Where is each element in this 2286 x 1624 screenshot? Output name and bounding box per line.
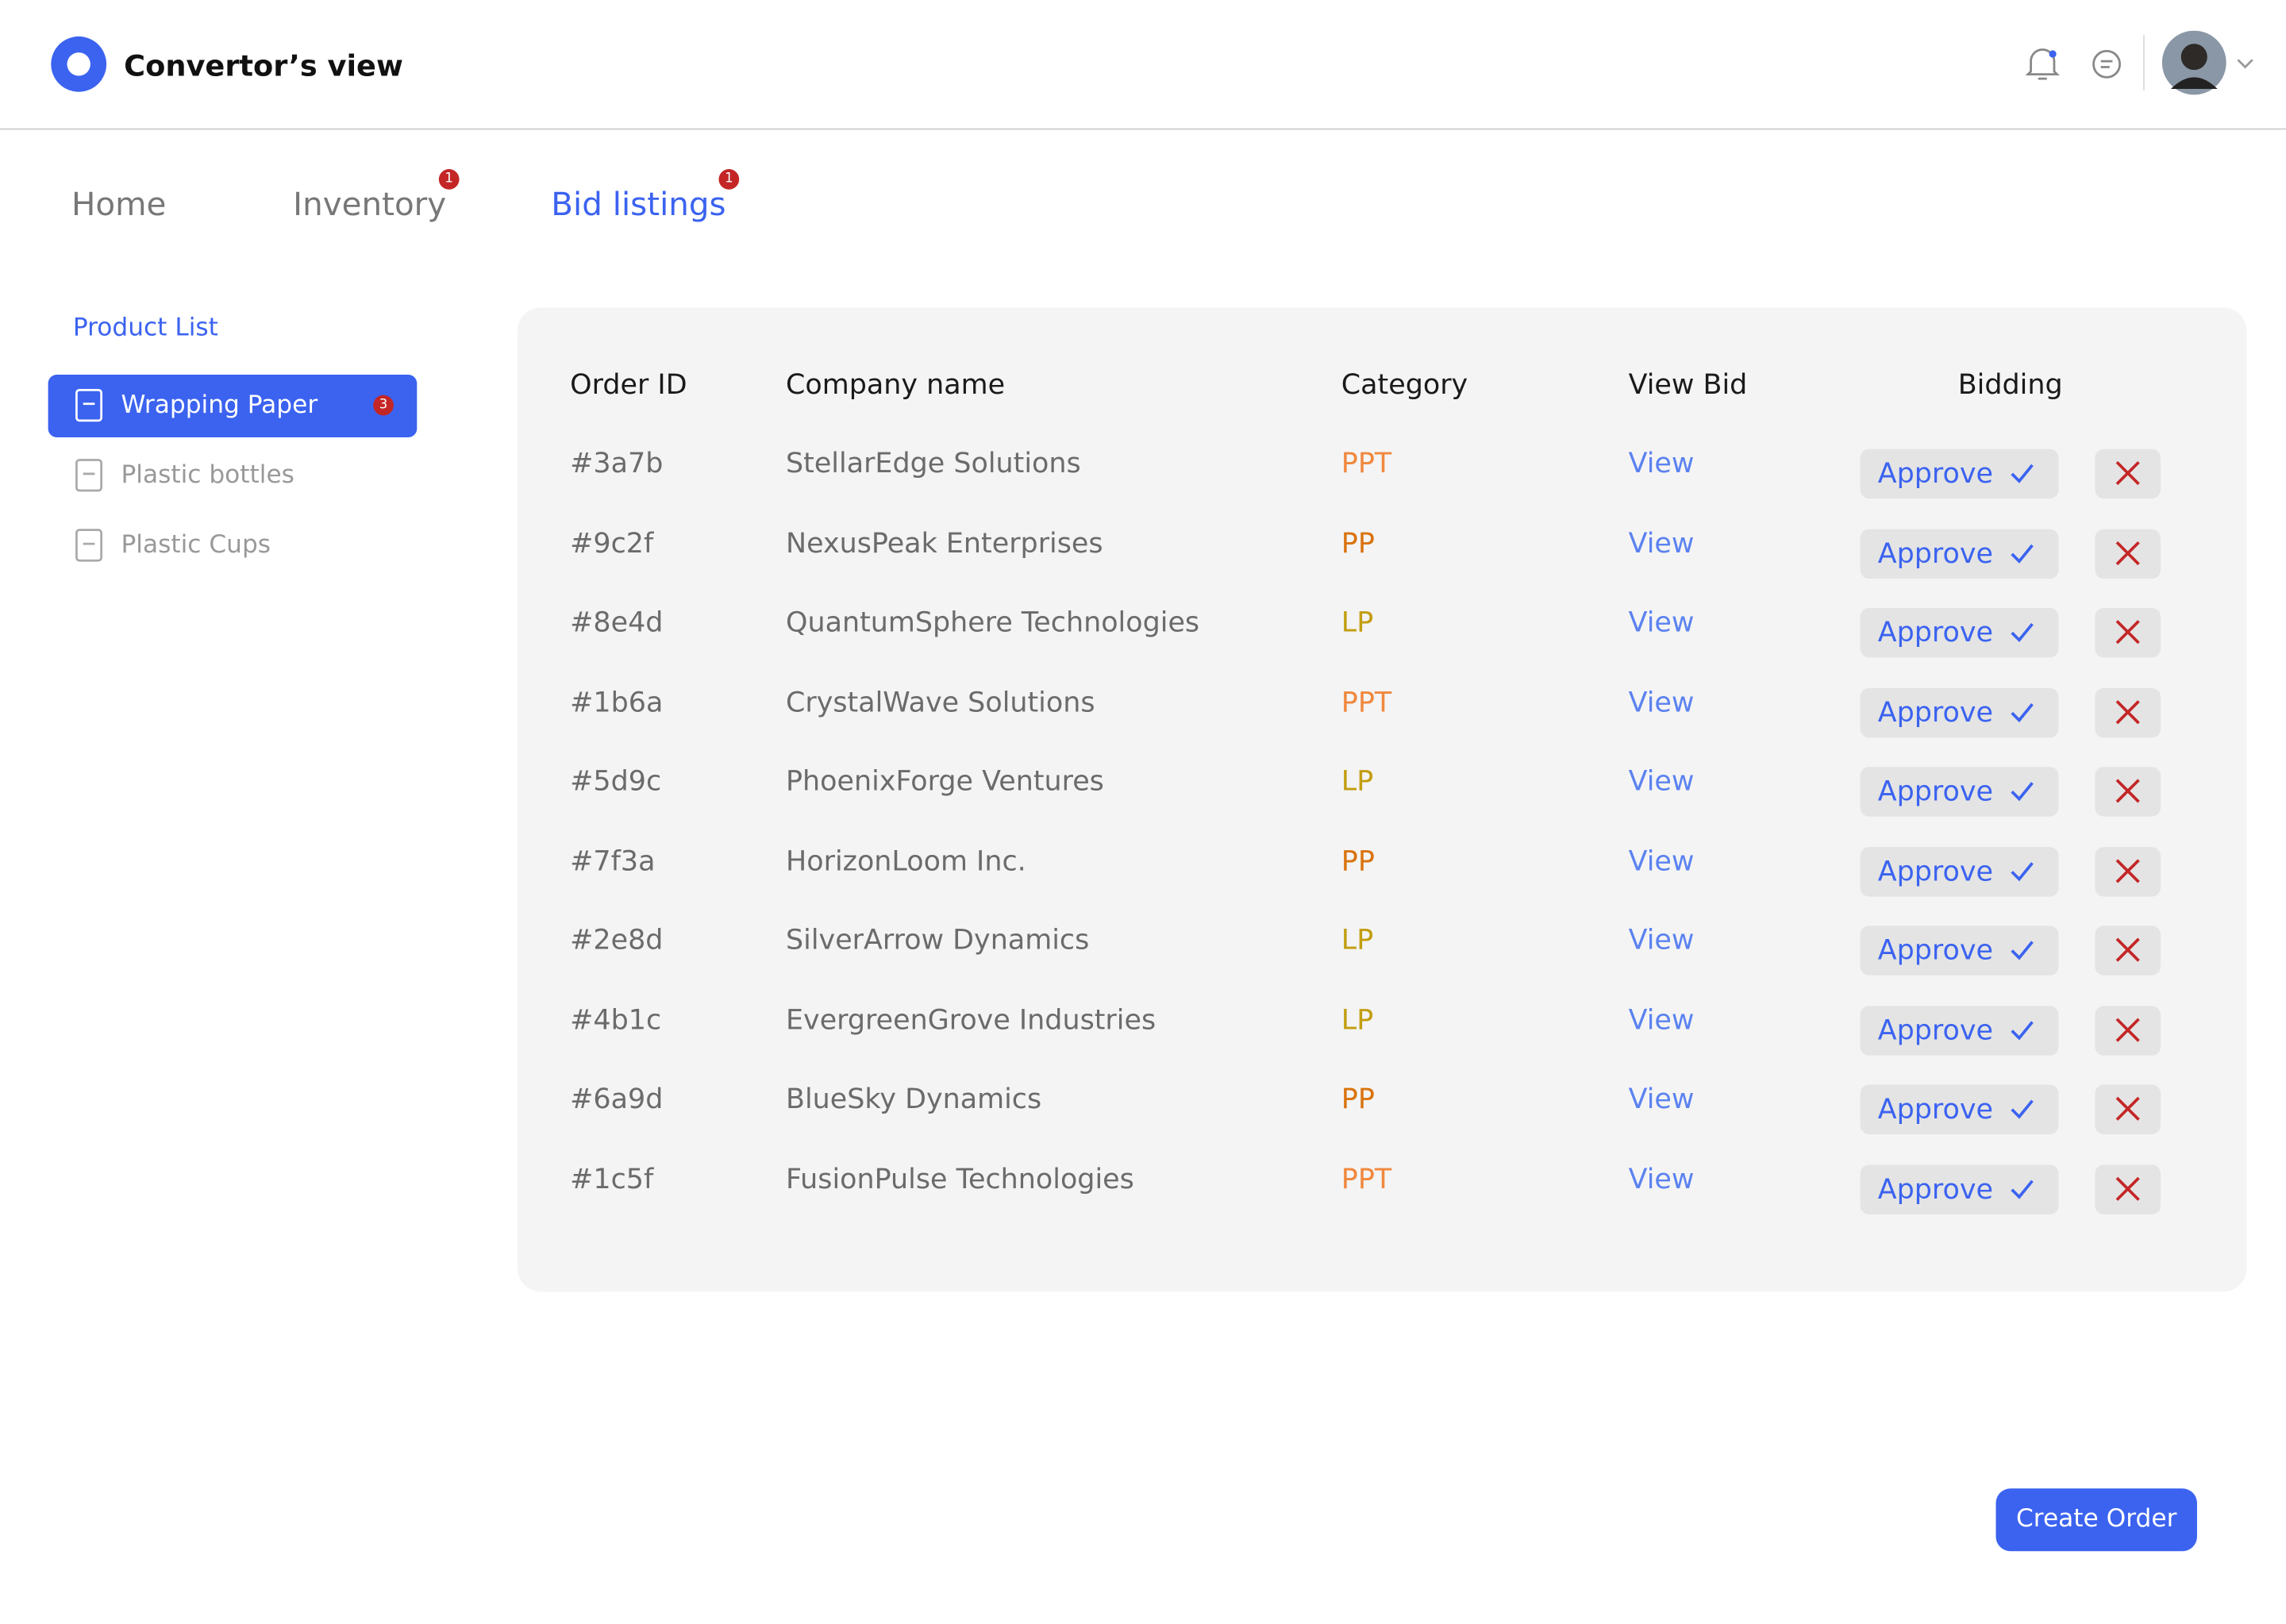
order-id: #6a9d <box>570 1083 664 1116</box>
bell-icon[interactable] <box>2023 44 2061 84</box>
check-icon <box>2007 460 2037 489</box>
company-name: QuantumSphere Technologies <box>785 606 1200 639</box>
view-link[interactable]: View <box>1628 686 1695 718</box>
category: LP <box>1341 765 1374 798</box>
badge: 1 <box>718 169 740 190</box>
company-name: EvergreenGrove Industries <box>785 1003 1156 1036</box>
badge: 1 <box>438 169 460 190</box>
check-icon <box>2007 936 2037 965</box>
check-icon <box>2007 1174 2037 1203</box>
check-icon <box>2007 618 2037 648</box>
item-icon <box>75 528 104 563</box>
approve-label[interactable]: Approve <box>1877 1093 1993 1126</box>
view-link[interactable]: View <box>1628 1162 1695 1195</box>
reject-button[interactable] <box>2095 926 2161 976</box>
column-header: Bidding <box>1957 368 2063 402</box>
reject-button[interactable] <box>2095 1084 2161 1134</box>
reject-button[interactable] <box>2095 846 2161 896</box>
category: PP <box>1341 845 1375 877</box>
company-name: BlueSky Dynamics <box>785 1083 1042 1116</box>
category: PP <box>1341 526 1375 560</box>
company-name: FusionPulse Technologies <box>785 1162 1134 1195</box>
reject-button[interactable] <box>2095 528 2161 579</box>
company-name: HorizonLoom Inc. <box>785 845 1026 877</box>
reject-button[interactable] <box>2095 1005 2161 1055</box>
create-order-button[interactable]: Create Order <box>1995 1488 2197 1552</box>
check-icon <box>2007 1015 2037 1045</box>
reject-button[interactable] <box>2095 767 2161 817</box>
company-name: CrystalWave Solutions <box>785 686 1095 718</box>
order-id: #5d9c <box>570 765 662 798</box>
reject-button[interactable] <box>2095 607 2161 658</box>
column-header: View Bid <box>1628 368 1748 402</box>
company-name: NexusPeak Enterprises <box>785 526 1103 560</box>
logo <box>51 36 107 92</box>
column-header: Category <box>1341 368 1468 402</box>
category: PP <box>1341 1083 1375 1116</box>
badge: 3 <box>373 394 394 416</box>
order-id: #1c5f <box>570 1162 654 1195</box>
reject-button[interactable] <box>2095 448 2161 499</box>
sidebar-item[interactable]: Wrapping Paper <box>121 391 318 420</box>
item-icon <box>75 388 104 423</box>
approve-label[interactable]: Approve <box>1877 1014 1993 1046</box>
check-icon <box>2007 698 2037 727</box>
company-name: StellarEdge Solutions <box>785 447 1081 480</box>
order-id: #4b1c <box>570 1003 662 1036</box>
chat-icon[interactable] <box>2088 47 2126 85</box>
category: PPT <box>1341 1162 1392 1195</box>
avatar[interactable] <box>2161 30 2265 98</box>
company-name: PhoenixForge Ventures <box>785 765 1104 798</box>
approve-label[interactable]: Approve <box>1877 537 1993 570</box>
check-icon <box>2007 1095 2037 1124</box>
approve-label[interactable]: Approve <box>1877 457 1993 491</box>
view-link[interactable]: View <box>1628 765 1695 798</box>
approve-label[interactable]: Approve <box>1877 934 1993 967</box>
column-header: Order ID <box>570 368 687 402</box>
order-id: #9c2f <box>570 526 654 560</box>
sidebar-heading: Product List <box>72 313 218 343</box>
top-bar <box>0 0 2286 130</box>
column-header: Company name <box>785 368 1006 402</box>
reject-button[interactable] <box>2095 1164 2161 1214</box>
category: LP <box>1341 924 1374 956</box>
item-icon <box>75 458 104 493</box>
sidebar-item[interactable]: Plastic Cups <box>121 530 271 560</box>
divider <box>2142 35 2145 90</box>
app-title: Convertor’s view <box>124 48 403 83</box>
view-link[interactable]: View <box>1628 924 1695 956</box>
view-link[interactable]: View <box>1628 526 1695 560</box>
order-id: #1b6a <box>570 686 664 718</box>
view-link[interactable]: View <box>1628 845 1695 877</box>
nav-tab[interactable]: Inventory <box>293 187 447 224</box>
category: PPT <box>1341 447 1392 480</box>
company-name: SilverArrow Dynamics <box>785 924 1090 956</box>
category: LP <box>1341 606 1374 639</box>
view-link[interactable]: View <box>1628 606 1695 639</box>
order-id: #2e8d <box>570 924 664 956</box>
check-icon <box>2007 856 2037 886</box>
order-id: #7f3a <box>570 845 656 877</box>
approve-label[interactable]: Approve <box>1877 1172 1993 1206</box>
view-link[interactable]: View <box>1628 1083 1695 1116</box>
view-link[interactable]: View <box>1628 1003 1695 1036</box>
nav-tab[interactable]: Bid listings <box>551 187 726 224</box>
approve-label[interactable]: Approve <box>1877 775 1993 808</box>
category: PPT <box>1341 686 1392 718</box>
order-id: #8e4d <box>570 606 664 639</box>
check-icon <box>2007 777 2037 806</box>
reject-button[interactable] <box>2095 687 2161 737</box>
active-item-bg[interactable] <box>48 375 418 438</box>
check-icon <box>2007 539 2037 568</box>
sidebar-item[interactable]: Plastic bottles <box>121 460 294 491</box>
approve-label[interactable]: Approve <box>1877 696 1993 729</box>
category: LP <box>1341 1003 1374 1036</box>
order-id: #3a7b <box>570 447 664 480</box>
approve-label[interactable]: Approve <box>1877 616 1993 649</box>
approve-label[interactable]: Approve <box>1877 855 1993 887</box>
nav-tab[interactable]: Home <box>71 187 167 224</box>
view-link[interactable]: View <box>1628 447 1695 480</box>
